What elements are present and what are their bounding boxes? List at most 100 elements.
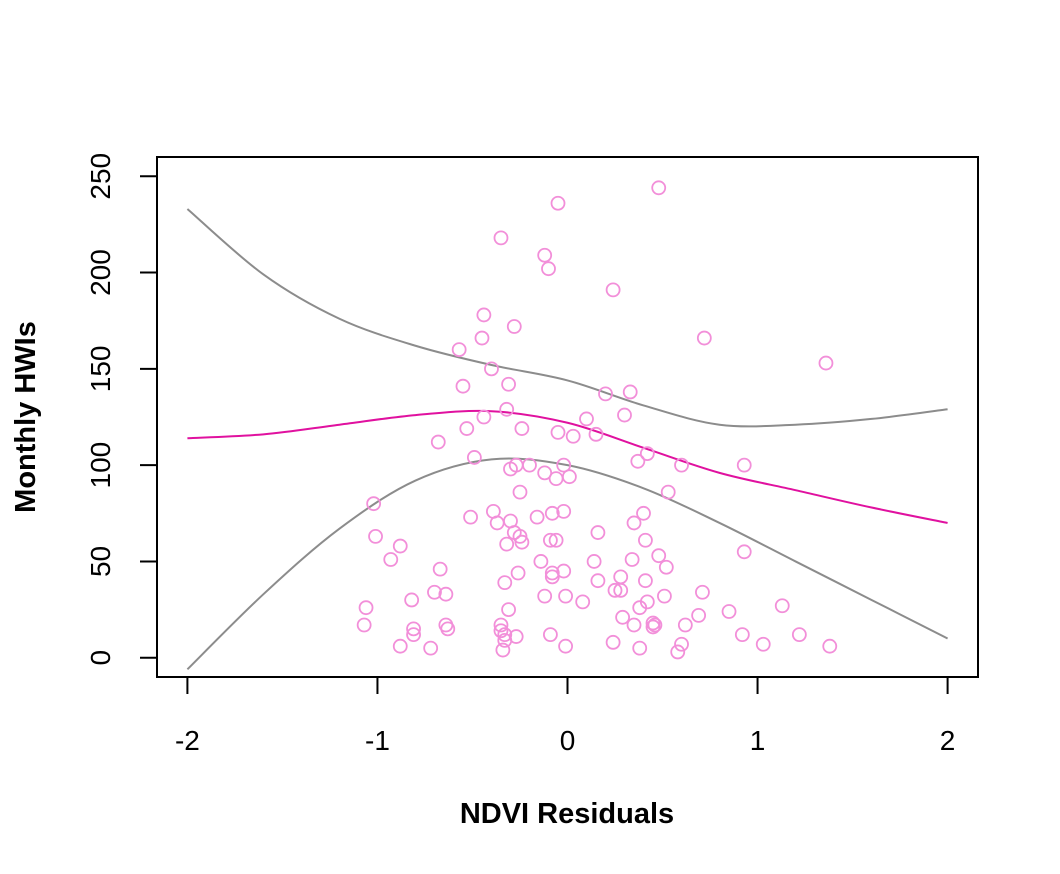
scatter-point: [638, 532, 653, 548]
scatter-point: [474, 330, 490, 346]
scatter-point: [404, 592, 420, 608]
scatter-point: [541, 261, 556, 277]
scatter-point: [588, 426, 604, 442]
x-tick-label: 2: [940, 725, 956, 756]
scatter-point: [645, 615, 661, 631]
scatter-point: [550, 195, 566, 211]
scatter-point: [495, 642, 511, 658]
scatter-point: [537, 465, 553, 481]
x-tick-label: -1: [365, 725, 390, 756]
scatter-point: [544, 565, 560, 581]
scatter-point: [451, 342, 467, 357]
scatter-point: [670, 644, 686, 660]
scatter-point: [590, 573, 606, 589]
scatter-point: [514, 534, 530, 550]
x-axis-title: NDVI Residuals: [460, 798, 674, 830]
scatter-point: [556, 503, 572, 519]
scatter-point: [430, 434, 446, 450]
x-axis: -2 -1 0 1 2: [175, 676, 956, 756]
scatter-point: [497, 633, 513, 648]
band-lines: [186, 208, 949, 671]
scatter-point: [493, 623, 509, 639]
scatter-point: [639, 446, 655, 461]
scatter-point: [537, 247, 553, 263]
lower-curve: [186, 457, 949, 671]
y-tick-label: 200: [85, 249, 116, 296]
scatter-point: [529, 509, 545, 525]
scatter-point: [624, 552, 640, 567]
scatter-point: [657, 588, 672, 604]
scatter-point: [613, 582, 629, 598]
y-tick-label: 0: [85, 650, 116, 666]
scatter-point: [406, 621, 421, 637]
scatter-point: [503, 461, 518, 477]
scatter-point: [550, 425, 566, 440]
scatter-point: [736, 544, 752, 560]
scatter-point: [651, 180, 667, 196]
scatter-point: [818, 355, 834, 371]
scatter-point: [755, 636, 771, 652]
scatter-point: [630, 453, 646, 469]
scatter-point: [406, 627, 421, 643]
scatter-point: [605, 282, 621, 298]
scatter-point: [645, 619, 661, 635]
scatter-point: [543, 627, 558, 643]
scatter-point: [499, 536, 515, 552]
scatter-point: [476, 307, 492, 323]
scatter-point: [674, 457, 689, 473]
scatter-point: [691, 607, 707, 623]
scatter-point: [392, 538, 408, 554]
scatter-point: [736, 457, 752, 473]
scatter-point: [455, 378, 471, 394]
scatter-point: [626, 515, 642, 531]
scatter-point: [506, 319, 522, 334]
scatter-point: [721, 604, 737, 619]
scatter-point: [544, 505, 560, 521]
scatter-point: [548, 532, 564, 548]
scatter-point: [605, 634, 621, 650]
fit-curve: [187, 409, 948, 524]
scatter-point: [383, 552, 399, 567]
scatter-point: [514, 421, 530, 436]
scatter-point: [677, 617, 693, 633]
scatter-point: [368, 529, 383, 544]
scatter-point: [734, 627, 750, 643]
scatter-point: [493, 617, 509, 633]
scatter-point: [660, 484, 676, 500]
scatter-point: [510, 565, 526, 581]
scatter-point: [791, 627, 807, 643]
scatter-point: [696, 330, 712, 346]
scatter-point: [499, 401, 515, 417]
scatter-point: [522, 457, 537, 473]
y-tick-label: 250: [85, 153, 116, 200]
scatter-point: [638, 573, 653, 589]
scatter-point: [626, 617, 642, 633]
scatter-point: [493, 230, 509, 246]
y-tick-label: 100: [85, 442, 116, 489]
upper-curve: [186, 208, 948, 428]
scatter-point: [565, 428, 581, 444]
scatter-point: [579, 411, 594, 427]
scatter-point: [463, 509, 478, 525]
scatter-point: [562, 469, 577, 485]
scatter-point: [558, 638, 573, 654]
scatter-point: [647, 617, 663, 633]
scatter-point: [556, 563, 572, 579]
scatter-point: [622, 384, 638, 400]
scatter-point: [501, 602, 516, 617]
scatter-point: [484, 361, 499, 377]
scatter-point: [651, 548, 667, 564]
scatter-point: [427, 584, 442, 600]
fit-line: [187, 409, 948, 524]
scatter-point: [558, 588, 573, 604]
y-tick-label: 150: [85, 345, 116, 392]
x-tick-label: 1: [750, 725, 766, 756]
y-axis-title: Monthly HWIs: [10, 321, 42, 513]
y-axis: 0 50 100 150 200 250: [85, 153, 158, 666]
scatter-point: [512, 484, 528, 500]
scatter-point: [466, 450, 482, 465]
scatter-point: [459, 421, 475, 436]
scatter-point: [358, 600, 374, 616]
